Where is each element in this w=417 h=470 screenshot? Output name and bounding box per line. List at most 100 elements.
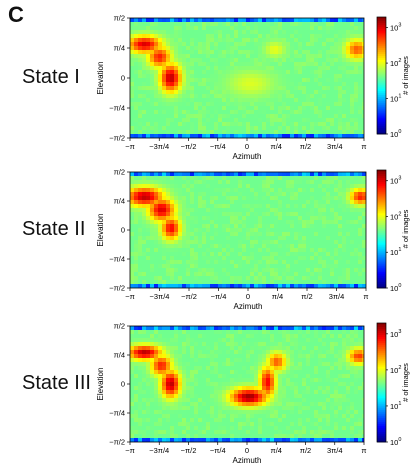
heatmap-cell <box>298 264 302 268</box>
heatmap-cell <box>286 102 290 106</box>
heatmap-cell <box>190 252 194 256</box>
heatmap-cell <box>210 244 214 248</box>
heatmap-cell <box>358 236 362 240</box>
heatmap-cell <box>218 184 222 188</box>
heatmap-cell <box>170 200 174 204</box>
heatmap-cell <box>134 240 138 244</box>
colorbar-segment <box>377 96 386 100</box>
heatmap-cell <box>166 224 170 228</box>
heatmap-cell <box>238 264 242 268</box>
heatmap-cell <box>214 406 218 410</box>
heatmap-cell <box>162 118 166 122</box>
heatmap-cell <box>134 38 138 42</box>
heatmap-cell <box>142 358 146 362</box>
heatmap-cell <box>362 338 364 342</box>
heatmap-cell <box>298 228 302 232</box>
heatmap-cell <box>298 398 302 402</box>
heatmap-cell <box>318 70 322 74</box>
heatmap-cell <box>302 180 306 184</box>
heatmap-cell <box>314 90 318 94</box>
heatmap-cell <box>194 410 198 414</box>
heatmap-cell <box>262 118 266 122</box>
heatmap-cell <box>158 244 162 248</box>
heatmap-cell <box>222 86 226 90</box>
heatmap-cell <box>206 50 210 54</box>
heatmap-cell <box>238 232 242 236</box>
heatmap-cell <box>274 358 278 362</box>
heatmap-cell <box>210 46 214 50</box>
heatmap-cell <box>322 280 326 284</box>
heatmap-cell <box>270 232 274 236</box>
heatmap-cell <box>266 268 270 272</box>
heatmap-cell <box>314 252 318 256</box>
heatmap-cell <box>218 398 222 402</box>
heatmap-cell <box>322 78 326 82</box>
heatmap-cell <box>270 382 274 386</box>
heatmap-cell <box>286 252 290 256</box>
heatmap-cell <box>206 366 210 370</box>
heatmap-cell <box>186 82 190 86</box>
heatmap-cell <box>310 386 314 390</box>
heatmap-cell <box>286 90 290 94</box>
heatmap-cell <box>242 114 246 118</box>
heatmap-cell <box>146 176 150 180</box>
heatmap-cell <box>134 378 138 382</box>
heatmap-cell <box>222 78 226 82</box>
heatmap-cell <box>202 272 206 276</box>
heatmap-cell <box>198 90 202 94</box>
heatmap-cell <box>330 78 334 82</box>
heatmap-cell <box>178 334 182 338</box>
colorbar-segment <box>377 118 386 121</box>
heatmap-cell <box>166 126 170 130</box>
heatmap-cell <box>282 386 286 390</box>
heatmap-cell <box>238 272 242 276</box>
heatmap-cell <box>190 358 194 362</box>
heatmap-cell <box>278 114 282 118</box>
heatmap-cell <box>350 264 354 268</box>
heatmap-cell <box>326 82 330 86</box>
heatmap-cell <box>210 184 214 188</box>
heatmap-cell <box>242 406 246 410</box>
heatmap-cell <box>282 232 286 236</box>
heatmap-cell <box>206 208 210 212</box>
heatmap-cell <box>258 50 262 54</box>
heatmap-cell <box>190 122 194 126</box>
heatmap-cell <box>134 134 138 138</box>
heatmap-cell <box>158 106 162 110</box>
heatmap-cell <box>266 366 270 370</box>
heatmap-cell <box>322 220 326 224</box>
heatmap-cell <box>314 118 318 122</box>
heatmap-cell <box>234 378 238 382</box>
heatmap-cell <box>230 22 234 26</box>
heatmap-cell <box>342 208 346 212</box>
heatmap-cell <box>330 228 334 232</box>
heatmap-cell <box>166 70 170 74</box>
heatmap-cell <box>162 390 166 394</box>
heatmap-cell <box>290 216 294 220</box>
heatmap-cell <box>162 30 166 34</box>
heatmap-cell <box>290 86 294 90</box>
heatmap-cell <box>194 184 198 188</box>
heatmap-cell <box>318 184 322 188</box>
heatmap-cell <box>138 410 142 414</box>
heatmap-cell <box>294 22 298 26</box>
heatmap-cell <box>138 330 142 334</box>
heatmap-cell <box>238 66 242 70</box>
heatmap-cell <box>170 196 174 200</box>
heatmap-cell <box>278 366 282 370</box>
heatmap-cell <box>358 78 362 82</box>
heatmap-cell <box>266 280 270 284</box>
heatmap-cell <box>194 90 198 94</box>
heatmap-cell <box>214 18 218 22</box>
heatmap-cell <box>286 232 290 236</box>
heatmap-cell <box>170 406 174 410</box>
heatmap-cell <box>254 390 258 394</box>
x-tick-label: −3π/4 <box>150 292 170 301</box>
heatmap-cell <box>170 366 174 370</box>
heatmap-cell <box>182 200 186 204</box>
heatmap-cell <box>322 62 326 66</box>
heatmap-cell <box>254 342 258 346</box>
heatmap-cell <box>318 54 322 58</box>
heatmap-cell <box>226 284 230 288</box>
heatmap-cell <box>234 126 238 130</box>
